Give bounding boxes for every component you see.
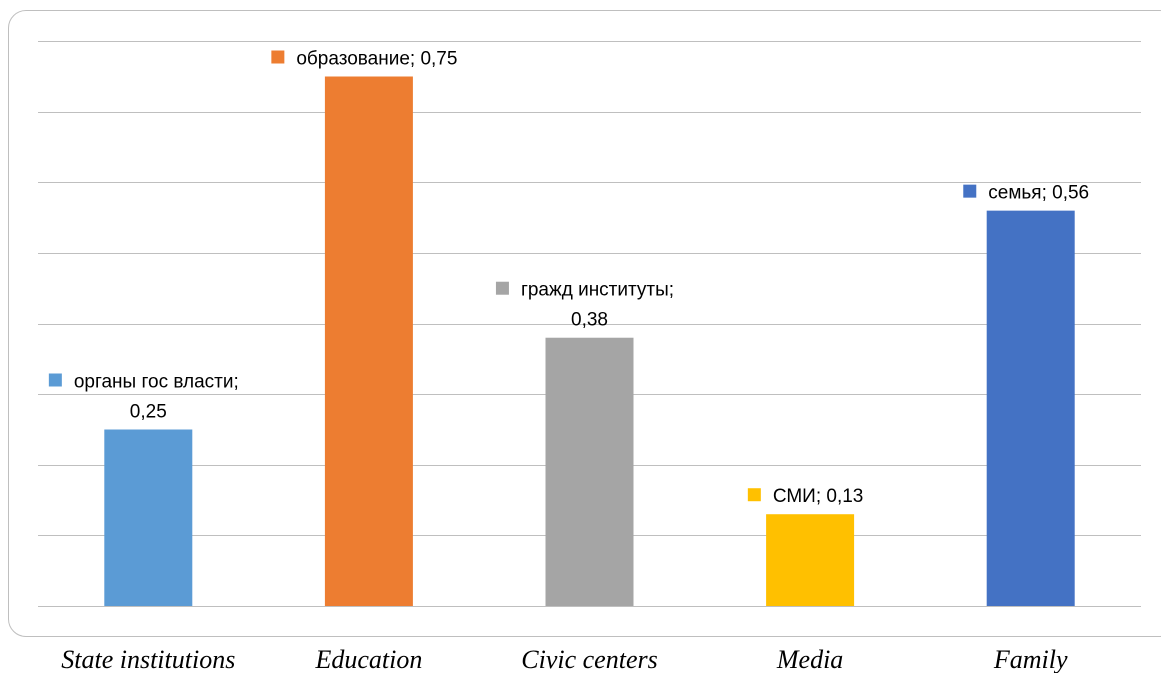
data-label-text: семья; 0,56 [988, 183, 1089, 204]
category-labels: State institutions Education Civic centers… [61, 645, 1068, 673]
data-label-4: семья; 0,56 [963, 183, 1089, 204]
bar-0 [104, 429, 193, 606]
bars [104, 76, 1075, 606]
data-label-3: СМИ; 0,13 [747, 486, 864, 507]
data-labels: органы гос власти; 0,25 образование; 0,75 г… [48, 49, 1089, 507]
category-label-4: Family [993, 645, 1068, 673]
bar-3 [766, 514, 855, 606]
category-label-3: Media [776, 645, 843, 673]
legend-key-square [495, 281, 509, 295]
bar-4 [986, 210, 1075, 606]
category-label-0: State institutions [61, 645, 235, 673]
data-label-text: 0,38 [571, 310, 608, 331]
data-label-text: образование; 0,75 [296, 49, 457, 70]
data-label-text: 0,25 [130, 402, 167, 423]
data-label-text: органы гос власти; [74, 372, 239, 393]
legend-key-square [48, 373, 62, 387]
bar-1 [324, 76, 413, 606]
data-label-0: органы гос власти; 0,25 [48, 372, 239, 423]
data-label-1: образование; 0,75 [271, 49, 457, 70]
data-label-text: гражд институты; [521, 280, 674, 301]
category-label-1: Education [314, 645, 422, 673]
legend-key-square [747, 488, 761, 502]
data-label-text: СМИ; 0,13 [773, 486, 864, 507]
legend-key-square [963, 184, 977, 198]
bar-2 [545, 337, 634, 606]
category-label-2: Civic centers [521, 645, 657, 673]
data-label-2: гражд институты; 0,38 [495, 280, 674, 331]
legend-key-square [271, 50, 285, 64]
